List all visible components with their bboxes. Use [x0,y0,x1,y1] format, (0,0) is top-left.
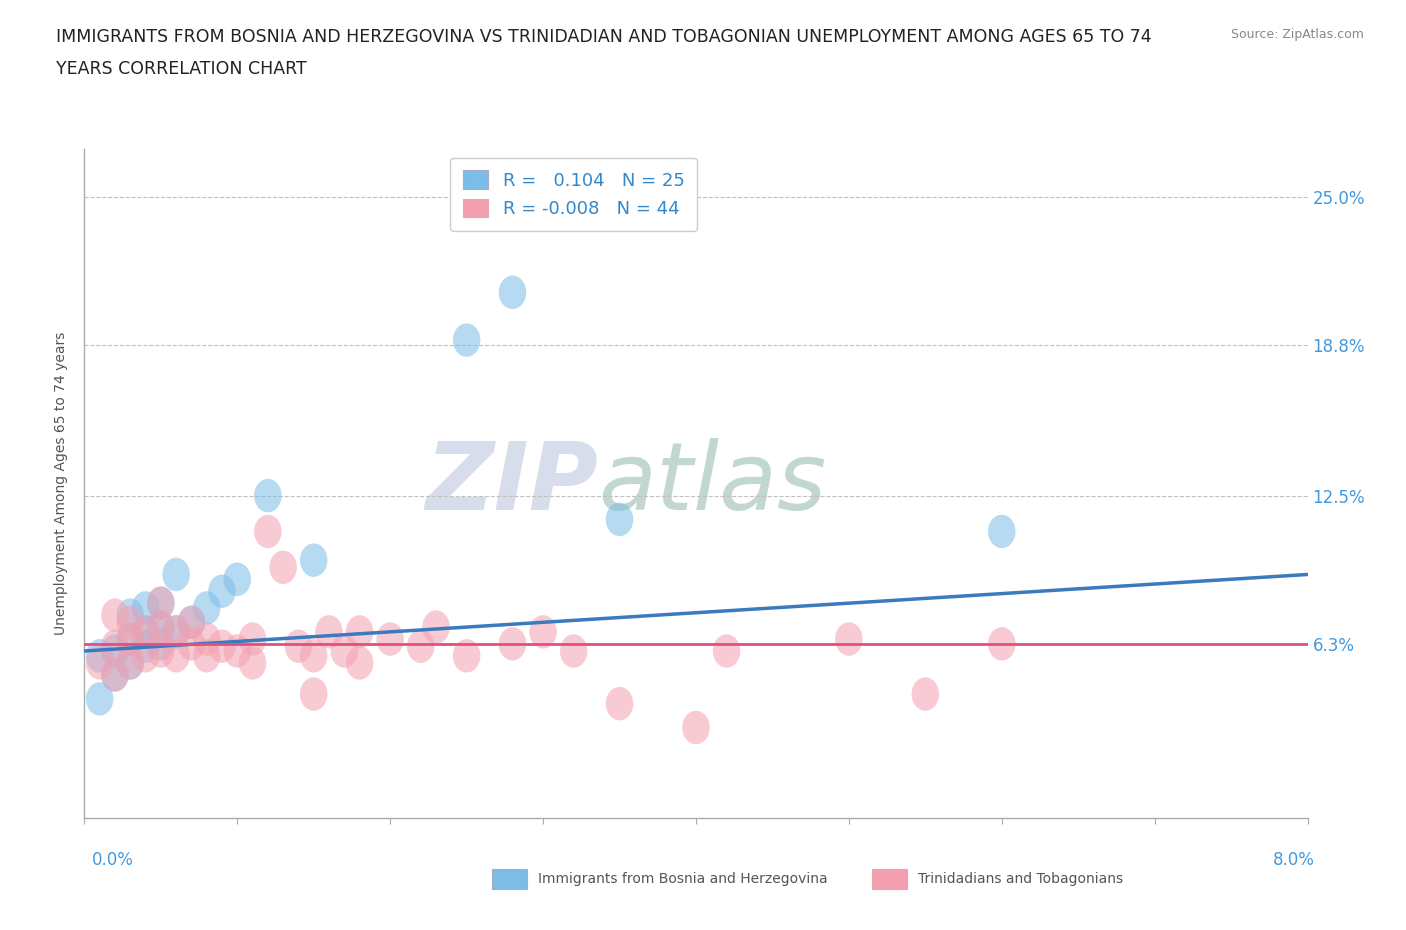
Text: Source: ZipAtlas.com: Source: ZipAtlas.com [1230,28,1364,41]
Ellipse shape [254,514,281,548]
Ellipse shape [148,610,174,644]
FancyBboxPatch shape [872,869,907,889]
Text: ZIP: ZIP [425,438,598,529]
Ellipse shape [239,646,266,680]
Ellipse shape [224,563,252,596]
Ellipse shape [193,622,221,656]
Ellipse shape [148,634,174,668]
Ellipse shape [148,627,174,660]
Ellipse shape [208,630,236,663]
Ellipse shape [270,551,297,584]
Ellipse shape [682,711,710,744]
Ellipse shape [132,615,159,648]
Ellipse shape [224,634,252,668]
Ellipse shape [162,639,190,672]
Text: Trinidadians and Tobagonians: Trinidadians and Tobagonians [918,871,1123,886]
Ellipse shape [299,639,328,672]
Ellipse shape [117,605,143,639]
Ellipse shape [239,622,266,656]
Ellipse shape [101,634,129,668]
Ellipse shape [208,575,236,608]
Ellipse shape [177,627,205,660]
Text: YEARS CORRELATION CHART: YEARS CORRELATION CHART [56,60,307,78]
Ellipse shape [453,324,481,357]
Ellipse shape [117,646,143,680]
Ellipse shape [529,615,557,648]
Ellipse shape [86,646,114,680]
Ellipse shape [117,622,143,656]
Ellipse shape [132,615,159,648]
Text: atlas: atlas [598,438,827,529]
Ellipse shape [299,677,328,711]
Ellipse shape [101,658,129,692]
Ellipse shape [606,503,633,537]
Y-axis label: Unemployment Among Ages 65 to 74 years: Unemployment Among Ages 65 to 74 years [55,332,69,635]
Ellipse shape [911,677,939,711]
Ellipse shape [101,658,129,692]
Ellipse shape [132,630,159,663]
Text: Immigrants from Bosnia and Herzegovina: Immigrants from Bosnia and Herzegovina [538,871,828,886]
Ellipse shape [132,591,159,625]
Ellipse shape [117,622,143,656]
Ellipse shape [422,610,450,644]
Ellipse shape [606,687,633,721]
Ellipse shape [86,682,114,715]
Ellipse shape [346,646,374,680]
Ellipse shape [284,630,312,663]
Ellipse shape [117,598,143,631]
Ellipse shape [713,634,741,668]
Ellipse shape [499,627,526,660]
Ellipse shape [315,615,343,648]
Ellipse shape [132,639,159,672]
Ellipse shape [177,605,205,639]
Ellipse shape [148,610,174,644]
Ellipse shape [148,587,174,620]
Text: 8.0%: 8.0% [1272,851,1315,869]
Ellipse shape [101,598,129,631]
Ellipse shape [330,634,359,668]
Ellipse shape [254,479,281,512]
Ellipse shape [499,275,526,309]
Ellipse shape [299,543,328,577]
Legend: R =   0.104   N = 25, R = -0.008   N = 44: R = 0.104 N = 25, R = -0.008 N = 44 [450,158,697,231]
Ellipse shape [162,615,190,648]
Ellipse shape [162,615,190,648]
Ellipse shape [148,587,174,620]
Text: IMMIGRANTS FROM BOSNIA AND HERZEGOVINA VS TRINIDADIAN AND TOBAGONIAN UNEMPLOYMEN: IMMIGRANTS FROM BOSNIA AND HERZEGOVINA V… [56,28,1152,46]
Ellipse shape [988,627,1015,660]
Ellipse shape [193,639,221,672]
Ellipse shape [377,622,404,656]
Ellipse shape [453,639,481,672]
Ellipse shape [560,634,588,668]
Ellipse shape [193,591,221,625]
Ellipse shape [101,630,129,663]
Ellipse shape [162,558,190,591]
Ellipse shape [117,646,143,680]
Ellipse shape [177,605,205,639]
Text: 0.0%: 0.0% [91,851,134,869]
Ellipse shape [346,615,374,648]
Ellipse shape [988,514,1015,548]
FancyBboxPatch shape [492,869,527,889]
Ellipse shape [835,622,863,656]
Ellipse shape [86,639,114,672]
Ellipse shape [406,630,434,663]
